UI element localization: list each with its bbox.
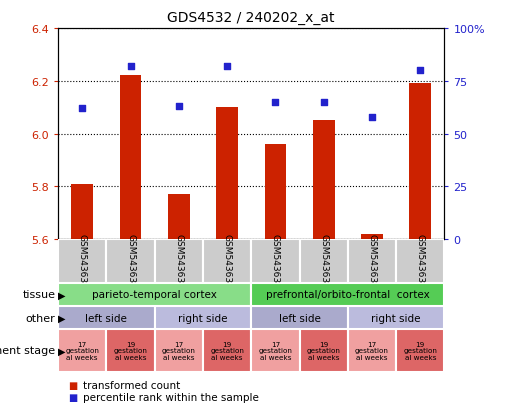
Text: 19
gestation
al weeks: 19 gestation al weeks xyxy=(403,341,437,360)
Text: ▶: ▶ xyxy=(58,346,66,356)
Point xyxy=(223,64,231,70)
Text: transformed count: transformed count xyxy=(83,380,181,390)
Bar xyxy=(168,195,190,240)
Bar xyxy=(251,306,348,330)
Bar xyxy=(203,330,251,372)
Point xyxy=(271,99,279,106)
Text: ■: ■ xyxy=(68,392,77,402)
Text: 19
gestation
al weeks: 19 gestation al weeks xyxy=(307,341,340,360)
Bar xyxy=(155,240,203,283)
Text: 17
gestation
al weeks: 17 gestation al weeks xyxy=(162,341,196,360)
Bar xyxy=(396,240,444,283)
Text: GSM543631: GSM543631 xyxy=(174,234,183,289)
Bar xyxy=(216,108,238,240)
Point xyxy=(126,64,134,70)
Point xyxy=(320,99,328,106)
Point xyxy=(175,104,183,110)
Point xyxy=(416,68,424,74)
Text: left side: left side xyxy=(85,313,127,323)
Bar xyxy=(265,145,286,240)
Bar xyxy=(361,234,383,240)
Bar xyxy=(348,240,396,283)
Bar xyxy=(203,240,251,283)
Bar xyxy=(348,330,396,372)
Text: ■: ■ xyxy=(68,380,77,390)
Point xyxy=(78,106,86,112)
Text: GSM543634: GSM543634 xyxy=(416,234,425,289)
Text: GSM543632: GSM543632 xyxy=(126,234,135,289)
Text: right side: right side xyxy=(178,313,228,323)
Text: development stage: development stage xyxy=(0,346,56,356)
Bar xyxy=(299,240,348,283)
Text: GSM543633: GSM543633 xyxy=(78,234,87,289)
Bar xyxy=(58,306,155,330)
Bar xyxy=(396,330,444,372)
Title: GDS4532 / 240202_x_at: GDS4532 / 240202_x_at xyxy=(168,11,335,25)
Bar xyxy=(58,330,107,372)
Bar xyxy=(348,306,444,330)
Bar xyxy=(120,76,141,240)
Text: 17
gestation
al weeks: 17 gestation al weeks xyxy=(259,341,292,360)
Bar xyxy=(107,330,155,372)
Text: ▶: ▶ xyxy=(58,313,66,323)
Bar xyxy=(410,84,431,240)
Text: percentile rank within the sample: percentile rank within the sample xyxy=(83,392,259,402)
Text: prefrontal/orbito-frontal  cortex: prefrontal/orbito-frontal cortex xyxy=(266,290,430,300)
Bar xyxy=(251,240,299,283)
Text: GSM543630: GSM543630 xyxy=(223,234,232,289)
Text: GSM543636: GSM543636 xyxy=(319,234,328,289)
Bar xyxy=(107,240,155,283)
Bar xyxy=(155,330,203,372)
Text: ▶: ▶ xyxy=(58,290,66,300)
Text: 17
gestation
al weeks: 17 gestation al weeks xyxy=(65,341,99,360)
Bar xyxy=(58,240,107,283)
Text: 17
gestation
al weeks: 17 gestation al weeks xyxy=(355,341,389,360)
Bar xyxy=(58,283,251,306)
Bar xyxy=(71,184,93,240)
Bar xyxy=(251,283,444,306)
Point xyxy=(368,114,376,121)
Bar xyxy=(155,306,251,330)
Bar xyxy=(313,121,334,240)
Text: parieto-temporal cortex: parieto-temporal cortex xyxy=(92,290,217,300)
Bar xyxy=(251,330,299,372)
Text: left side: left side xyxy=(279,313,321,323)
Text: tissue: tissue xyxy=(23,290,56,300)
Text: 19
gestation
al weeks: 19 gestation al weeks xyxy=(210,341,244,360)
Text: other: other xyxy=(26,313,56,323)
Text: GSM543635: GSM543635 xyxy=(368,234,376,289)
Text: right side: right side xyxy=(371,313,421,323)
Text: GSM543637: GSM543637 xyxy=(271,234,280,289)
Bar xyxy=(299,330,348,372)
Text: 19
gestation
al weeks: 19 gestation al weeks xyxy=(114,341,147,360)
